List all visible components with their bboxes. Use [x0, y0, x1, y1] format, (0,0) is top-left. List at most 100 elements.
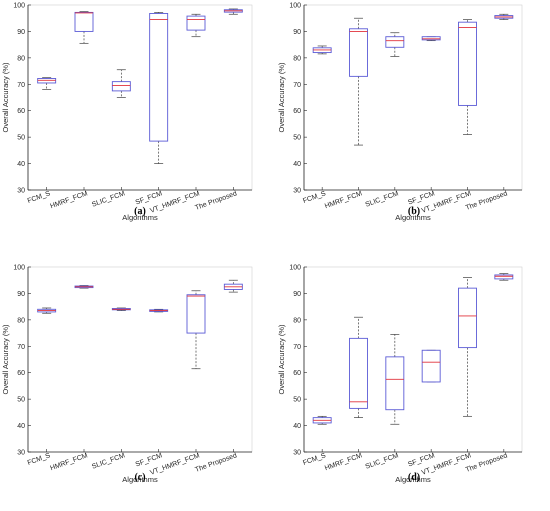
box-sf-fcm [421, 349, 441, 383]
iqr-box [349, 337, 368, 409]
panel-label: (d) [408, 472, 420, 483]
box-fcm-s [37, 307, 57, 314]
y-tick-label: 50 [17, 135, 25, 142]
iqr-box [111, 81, 131, 92]
y-tick-label: 30 [293, 188, 301, 195]
x-axis-title: Algorithms [122, 213, 158, 222]
y-tick-label: 40 [293, 423, 301, 430]
y-tick-label: 80 [293, 55, 301, 62]
y-tick-label: 90 [17, 29, 25, 36]
iqr-box [74, 11, 94, 32]
panel-2: 30 40 50 60 70 80 90 100 Overall Accuracy (%) FCM… [1, 265, 253, 484]
iqr-box [421, 349, 441, 383]
box-vt-hmrf-fcm [458, 277, 477, 417]
box-vt-hmrf-fcm [186, 13, 206, 38]
y-tick-label: 40 [293, 161, 301, 168]
y-tick-label: 80 [17, 317, 25, 324]
box-slic-fcm [111, 307, 131, 311]
panel-0: 30 40 50 60 70 80 90 100 Overall Accuracy (%) FCM… [1, 3, 253, 222]
x-tick-label: HMRF_FCM [49, 452, 88, 472]
y-tick-label: 30 [17, 450, 25, 457]
box-slic-fcm [385, 334, 405, 425]
box-the proposed [223, 8, 243, 15]
box-hmrf-fcm [74, 285, 94, 289]
x-tick-label: HMRF_FCM [324, 190, 363, 210]
y-tick-label: 40 [17, 423, 25, 430]
x-axis-title: Algorithms [395, 213, 431, 222]
y-tick-label: 100 [13, 3, 25, 10]
box-fcm-s [37, 77, 57, 90]
x-axis-title: Algorithms [122, 475, 158, 484]
y-axis-title: Overall Accuracy (%) [1, 62, 10, 133]
y-tick-label: 90 [293, 291, 301, 298]
x-tick-label: FCM_S [27, 190, 52, 205]
x-tick-label: HMRF_FCM [49, 190, 88, 210]
plot-frame [303, 266, 523, 453]
y-tick-label: 50 [293, 397, 301, 404]
panel-3: 30 40 50 60 70 80 90 100 Overall Accuracy (%) FCM… [277, 265, 523, 484]
x-tick-label: The Proposed [465, 452, 509, 474]
x-tick-label: SLIC_FCM [91, 452, 126, 470]
box-sf-fcm [149, 308, 169, 313]
y-axis-title: Overall Accuracy (%) [277, 62, 286, 133]
y-tick-label: 50 [17, 397, 25, 404]
y-tick-label: 60 [17, 108, 25, 115]
x-tick-label: FCM_S [302, 190, 327, 205]
box-hmrf-fcm [349, 316, 368, 418]
box-hmrf-fcm [74, 11, 94, 44]
box-slic-fcm [111, 69, 131, 98]
x-tick-label: HMRF_FCM [324, 452, 363, 472]
plot-frame [27, 266, 253, 453]
iqr-box [385, 356, 405, 411]
iqr-box [421, 36, 441, 41]
plot-frame [27, 4, 253, 191]
y-tick-label: 80 [293, 317, 301, 324]
box-hmrf-fcm [349, 17, 368, 146]
iqr-box [149, 13, 169, 142]
y-tick-label: 60 [17, 370, 25, 377]
y-tick-label: 100 [289, 3, 301, 10]
iqr-box [494, 274, 514, 280]
y-tick-label: 70 [293, 344, 301, 351]
x-tick-label: FCM_S [27, 452, 52, 467]
x-tick-label: FCM_S [302, 452, 327, 467]
box-sf-fcm [149, 12, 169, 164]
x-tick-label: SLIC_FCM [365, 452, 400, 470]
box-fcm-s [312, 415, 332, 425]
panel-label: (b) [408, 206, 420, 217]
iqr-box [458, 21, 477, 106]
iqr-box [349, 28, 368, 77]
panel-label: (c) [134, 472, 145, 483]
plot-frame [303, 4, 523, 191]
box-vt-hmrf-fcm [186, 290, 206, 370]
y-tick-label: 70 [17, 344, 25, 351]
iqr-box [186, 15, 206, 31]
y-tick-label: 60 [293, 370, 301, 377]
x-tick-label: SLIC_FCM [91, 190, 126, 208]
y-tick-label: 40 [17, 161, 25, 168]
x-tick-label: The Proposed [194, 190, 238, 212]
box-the proposed [494, 273, 514, 281]
box-fcm-s [312, 45, 332, 55]
iqr-box [385, 36, 405, 48]
y-tick-label: 100 [289, 265, 301, 272]
x-tick-label: The Proposed [465, 190, 509, 212]
y-tick-label: 70 [293, 82, 301, 89]
x-axis-title: Algorithms [395, 475, 431, 484]
y-tick-label: 100 [13, 265, 25, 272]
y-tick-label: 70 [17, 82, 25, 89]
box-slic-fcm [385, 32, 405, 57]
y-tick-label: 30 [293, 450, 301, 457]
y-tick-label: 90 [293, 29, 301, 36]
x-tick-label: SLIC_FCM [365, 190, 400, 208]
box-the proposed [223, 279, 243, 293]
y-tick-label: 80 [17, 55, 25, 62]
iqr-box [458, 287, 477, 349]
y-axis-title: Overall Accuracy (%) [277, 324, 286, 395]
box-the proposed [494, 13, 514, 20]
y-axis-title: Overall Accuracy (%) [1, 324, 10, 395]
box-vt-hmrf-fcm [458, 19, 477, 135]
iqr-box [186, 294, 206, 334]
panel-label: (a) [134, 206, 146, 217]
